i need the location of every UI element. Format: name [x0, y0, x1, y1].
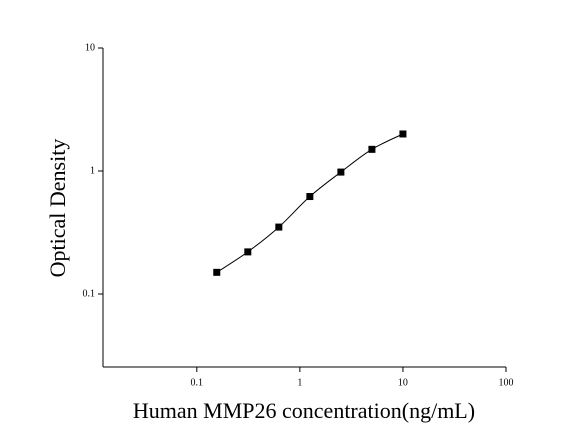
data-point — [275, 223, 283, 231]
y-tick-label: 1 — [90, 165, 95, 176]
data-point — [368, 145, 376, 153]
data-point — [306, 193, 314, 201]
y-axis-title: Optical Density — [45, 139, 70, 278]
y-tick-label: 0.1 — [83, 288, 96, 299]
data-point — [399, 130, 407, 138]
x-tick-label: 1 — [297, 377, 302, 388]
x-tick-label: 10 — [398, 377, 408, 388]
data-point — [244, 248, 252, 256]
x-tick-label: 0.1 — [191, 377, 204, 388]
x-axis-title: Human MMP26 concentration(ng/mL) — [133, 398, 475, 423]
y-tick-label: 10 — [85, 42, 95, 53]
data-point — [213, 268, 221, 276]
x-tick-label: 100 — [499, 377, 514, 388]
data-point — [337, 168, 345, 176]
